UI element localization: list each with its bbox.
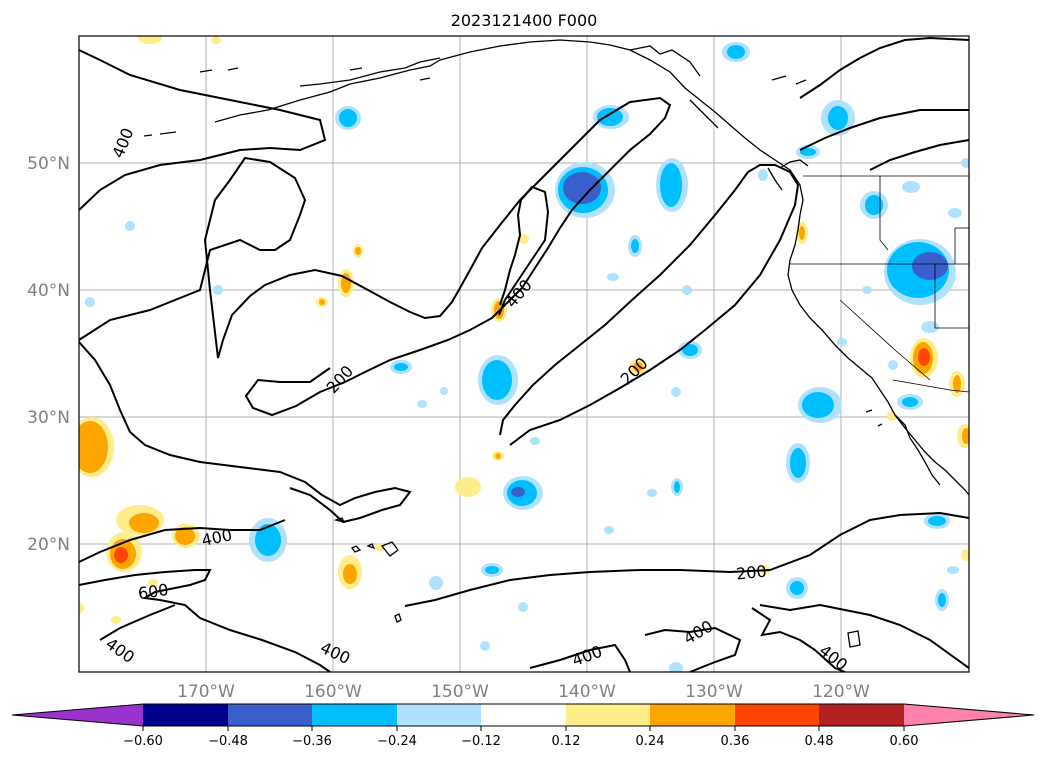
lon-label-140w: 140°W — [558, 682, 616, 702]
colorbar-segment — [650, 704, 735, 726]
longitude-labels: 170°W 160°W 150°W 140°W 130°W 120°W — [177, 682, 870, 702]
map-frame — [78, 35, 970, 673]
colorbar-tick-label: −0.12 — [461, 734, 501, 749]
negative-anomaly-patches — [85, 42, 969, 672]
colorbar-segment — [143, 704, 228, 726]
map-title: 2023121400 F000 — [451, 11, 598, 30]
colorbar-tick-label: −0.36 — [292, 734, 332, 749]
colorbar-extend-min — [12, 704, 143, 726]
colorbar-tick-label: 0.36 — [721, 734, 750, 749]
contour-label: 600 — [137, 580, 170, 603]
colorbar-segment — [819, 704, 904, 726]
lon-label-150w: 150°W — [431, 682, 489, 702]
colorbar-segment — [397, 704, 481, 726]
lon-label-160w: 160°W — [304, 682, 362, 702]
lat-label-50: 50°N — [27, 154, 70, 174]
lat-label-20: 20°N — [27, 535, 70, 555]
colorbar-segment — [312, 704, 397, 726]
coastlines — [143, 39, 969, 648]
colorbar-segment — [481, 704, 566, 726]
lon-label-170w: 170°W — [177, 682, 235, 702]
lon-label-130w: 130°W — [685, 682, 743, 702]
colorbar-tick-label: 0.60 — [890, 734, 919, 749]
colorbar-segment — [735, 704, 819, 726]
lon-label-120w: 120°W — [812, 682, 870, 702]
contour-label: 200 — [735, 561, 767, 583]
contour-lines — [79, 36, 969, 672]
colorbar-tick-label: 0.12 — [552, 734, 581, 749]
lat-label-30: 30°N — [27, 408, 70, 428]
colorbar-tick-label: 0.48 — [805, 734, 834, 749]
latitude-labels: 50°N 40°N 30°N 20°N — [27, 154, 70, 555]
lat-label-40: 40°N — [27, 281, 70, 301]
map-area: 400 400 200 200 400 600 400 400 200 400 … — [79, 36, 969, 672]
colorbar-tick-label: −0.60 — [123, 734, 163, 749]
gridlines — [79, 36, 969, 672]
colorbar-tick-label: 0.24 — [636, 734, 665, 749]
colorbar-extend-max — [904, 704, 1034, 726]
colorbar-tick-label: −0.48 — [208, 734, 248, 749]
colorbar-segment — [228, 704, 312, 726]
colorbar-segment — [566, 704, 650, 726]
state-borders — [790, 175, 969, 393]
positive-anomaly-patches — [79, 36, 969, 624]
colorbar-tick-label: −0.24 — [377, 734, 417, 749]
colorbar: −0.60 −0.48 −0.36 −0.24 −0.12 0.12 0.24 0.36 0.4… — [11, 703, 1035, 749]
